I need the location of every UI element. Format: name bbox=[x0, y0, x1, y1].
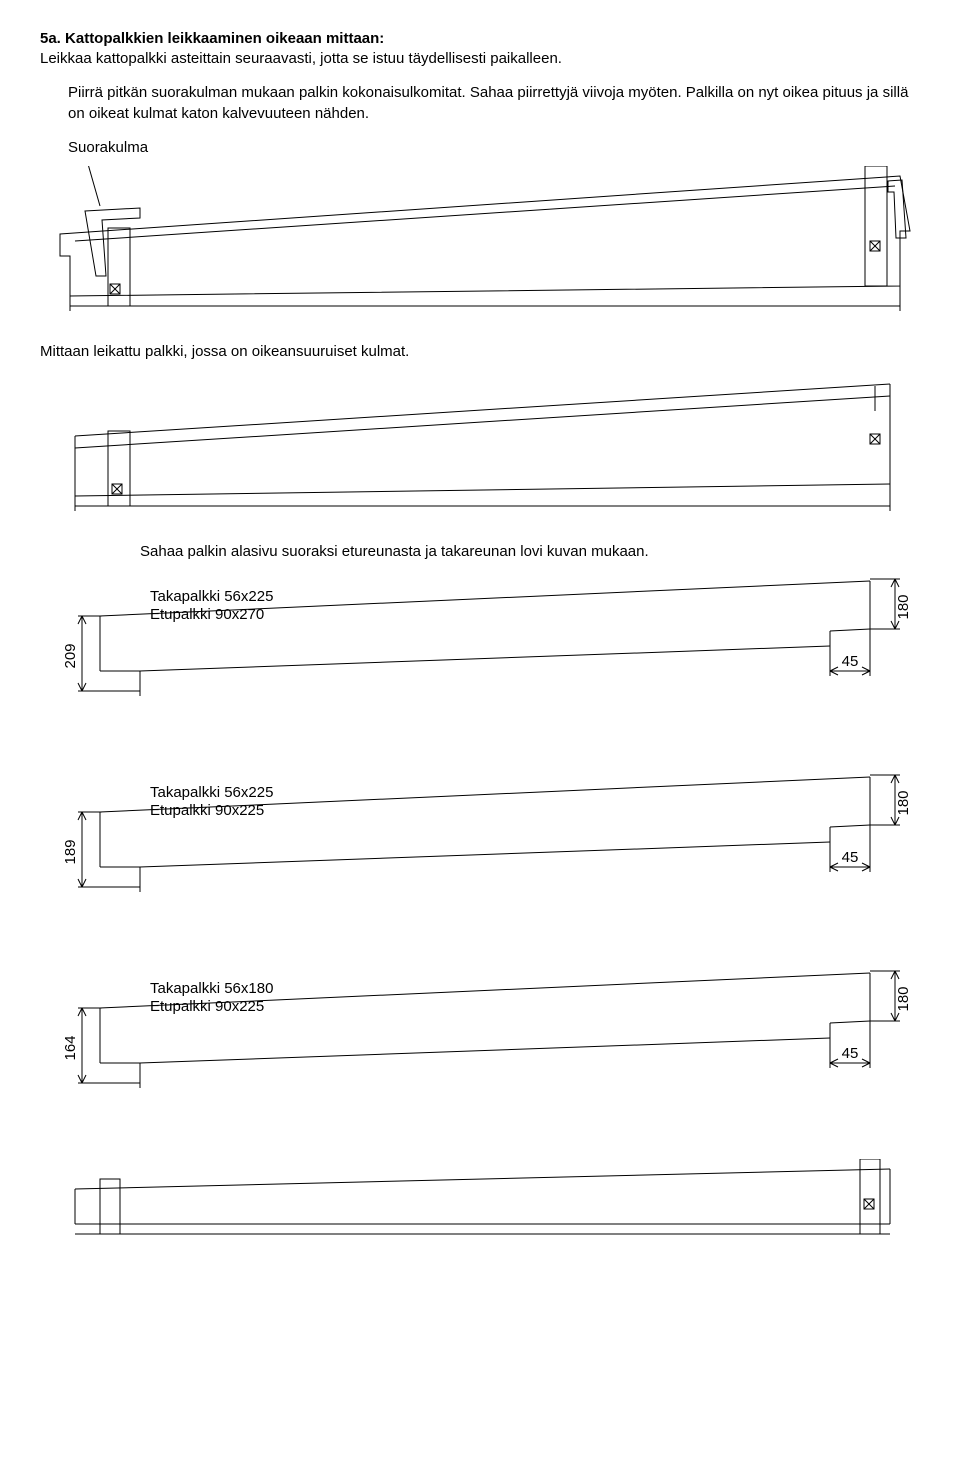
taka-label: Takapalkki 56x225 bbox=[150, 588, 273, 605]
dim-right: 180 bbox=[895, 594, 912, 619]
diagram-mittaan bbox=[40, 376, 920, 516]
suorakulma-label: Suorakulma bbox=[68, 138, 920, 158]
dim-notch: 45 bbox=[842, 1045, 859, 1062]
dim-right: 180 bbox=[895, 790, 912, 815]
taka-label: Takapalkki 56x180 bbox=[150, 980, 273, 997]
intro-text: Leikkaa kattopalkki asteittain seuraavas… bbox=[40, 49, 920, 69]
beam-diagram-0: 209 180 45 Takapalkki 56x225 Etupalkki 9… bbox=[40, 571, 920, 741]
dim-notch: 45 bbox=[842, 849, 859, 866]
etu-label: Etupalkki 90x270 bbox=[150, 606, 264, 623]
dim-left: 164 bbox=[62, 1035, 79, 1060]
dim-left: 209 bbox=[62, 643, 79, 668]
beam-diagram-2: 164 180 45 Takapalkki 56x180 Etupalkki 9… bbox=[40, 963, 920, 1133]
beam-diagram-1: 189 180 45 Takapalkki 56x225 Etupalkki 9… bbox=[40, 767, 920, 937]
saha-text: Sahaa palkin alasivu suoraksi etureunast… bbox=[140, 542, 920, 562]
section-title: 5a. Kattopalkkien leikkaaminen oikeaan m… bbox=[40, 30, 920, 47]
dim-notch: 45 bbox=[842, 653, 859, 670]
etu-label: Etupalkki 90x225 bbox=[150, 998, 264, 1015]
diagram-suorakulma bbox=[40, 166, 920, 316]
diagram-footer bbox=[40, 1159, 920, 1249]
taka-label: Takapalkki 56x225 bbox=[150, 784, 273, 801]
etu-label: Etupalkki 90x225 bbox=[150, 802, 264, 819]
mittaan-caption: Mittaan leikattu palkki, jossa on oikean… bbox=[40, 342, 920, 362]
dim-left: 189 bbox=[62, 839, 79, 864]
dim-right: 180 bbox=[895, 986, 912, 1011]
step-1-text: Piirrä pitkän suorakulman mukaan palkin … bbox=[68, 83, 920, 124]
